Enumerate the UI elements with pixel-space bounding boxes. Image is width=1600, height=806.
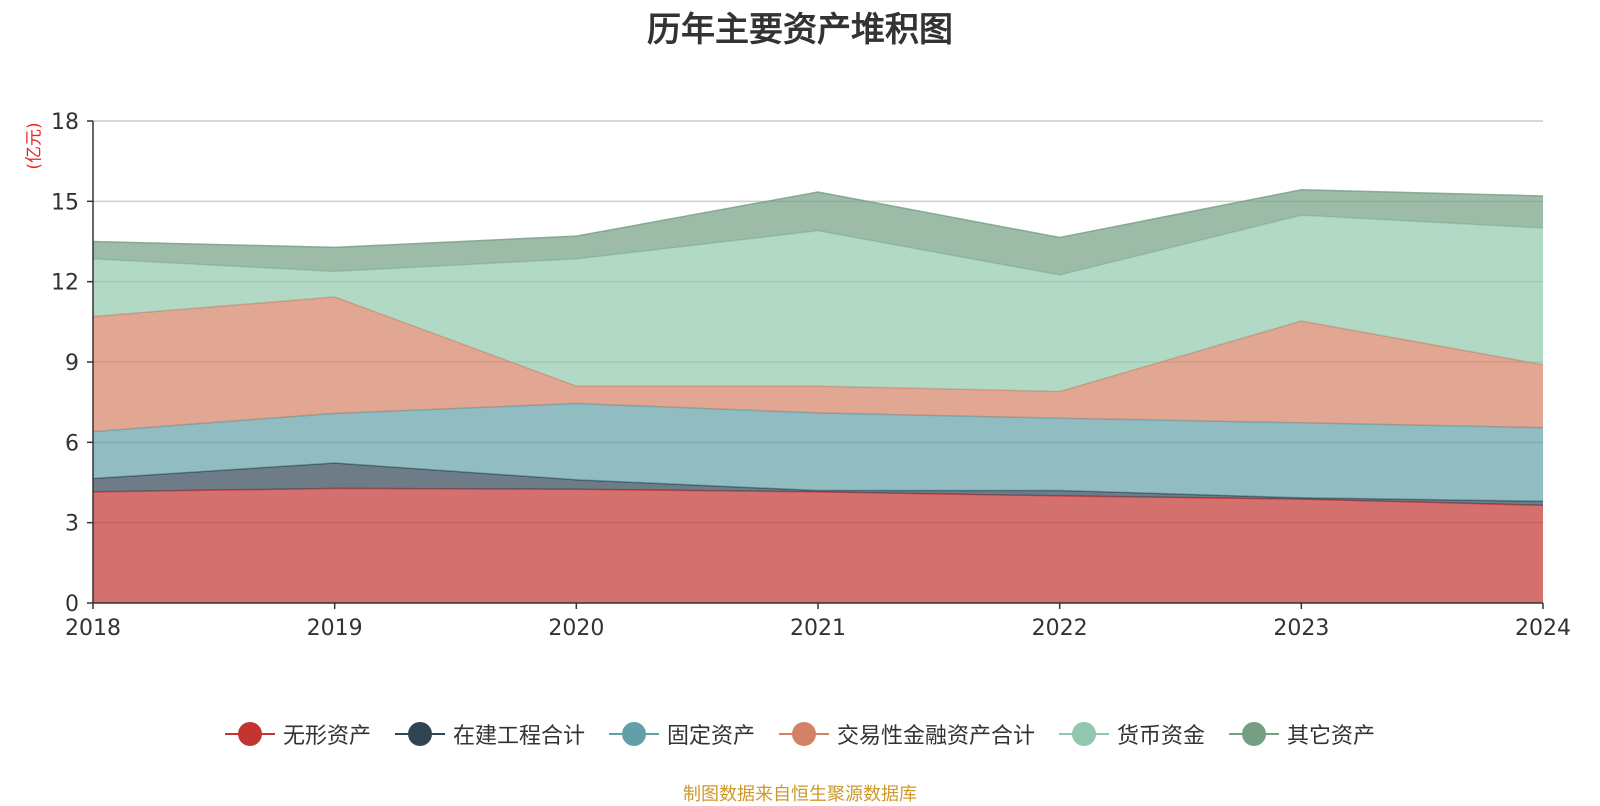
legend: 无形资产 在建工程合计 固定资产 交易性金融资产合计 货币资金 其它资产	[0, 718, 1600, 750]
area-series-5	[93, 189, 1543, 275]
legend-swatch-icon	[394, 722, 445, 746]
area-series-4	[93, 215, 1543, 392]
y-tick-label: 18	[51, 110, 79, 135]
legend-item[interactable]: 交易性金融资产合计	[779, 718, 1035, 750]
legend-label: 货币资金	[1117, 724, 1206, 749]
legend-item[interactable]: 货币资金	[1059, 718, 1205, 750]
y-tick-label: 6	[65, 431, 79, 456]
y-tick-label: 15	[51, 190, 79, 215]
legend-label: 固定资产	[666, 724, 755, 749]
legend-swatch-icon	[1059, 722, 1110, 746]
legend-item[interactable]: 在建工程合计	[394, 718, 585, 750]
area-series-3	[93, 296, 1543, 432]
legend-label: 其它资产	[1287, 724, 1376, 749]
x-tick-label: 2021	[790, 616, 846, 641]
x-tick-label: 2020	[548, 616, 604, 641]
x-tick-label: 2023	[1273, 616, 1329, 641]
y-tick-label: 0	[65, 592, 79, 617]
legend-item[interactable]: 其它资产	[1229, 718, 1375, 750]
legend-swatch-icon	[224, 722, 275, 746]
legend-item[interactable]: 无形资产	[224, 718, 371, 750]
x-tick-label: 2022	[1032, 616, 1088, 641]
y-tick-label: 9	[65, 351, 79, 376]
legend-swatch-icon	[779, 722, 829, 746]
series-line-5	[92, 189, 1544, 249]
legend-item[interactable]: 固定资产	[608, 718, 755, 750]
source-note: 制图数据来自恒生聚源数据库	[683, 784, 917, 805]
legend-swatch-icon	[1229, 722, 1280, 746]
area-series-2	[93, 403, 1543, 502]
y-tick-label: 3	[65, 512, 79, 537]
legend-label: 在建工程合计	[452, 724, 585, 749]
y-tick-label: 12	[51, 271, 79, 296]
x-tick-label: 2019	[307, 616, 363, 641]
legend-label: 无形资产	[282, 724, 371, 749]
x-tick-label: 2018	[65, 616, 121, 641]
legend-label: 交易性金融资产合计	[837, 724, 1036, 749]
chart-title: 历年主要资产堆积图	[647, 10, 953, 50]
area-series-0	[93, 488, 1543, 603]
legend-swatch-icon	[608, 722, 659, 746]
x-tick-label: 2024	[1515, 616, 1571, 641]
